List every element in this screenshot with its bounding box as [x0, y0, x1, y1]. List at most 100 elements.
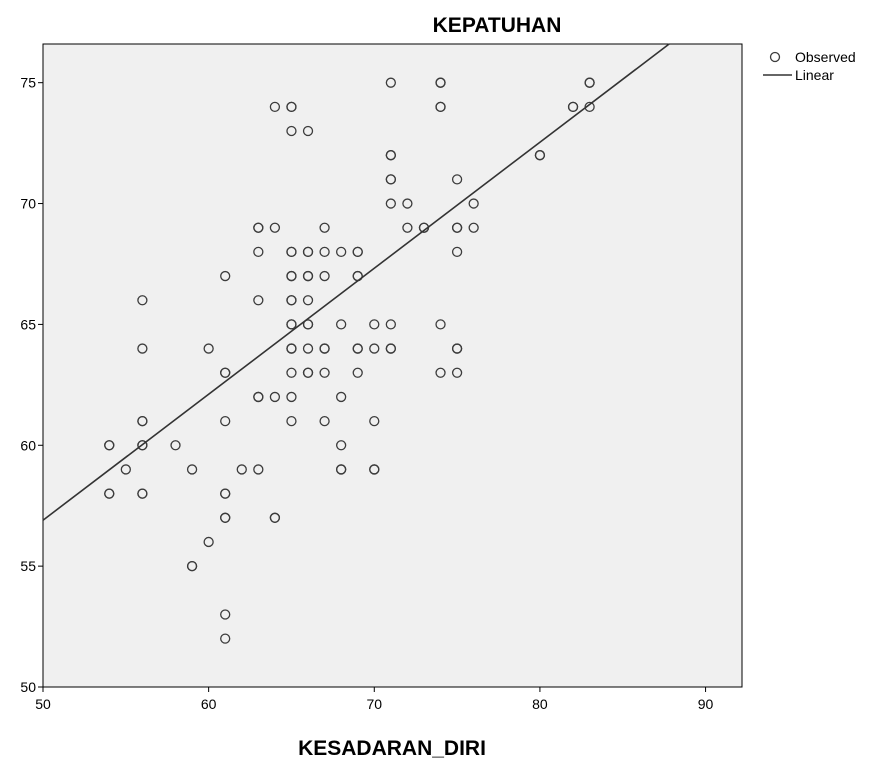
data-point	[435, 101, 446, 112]
plot-area	[42, 43, 743, 688]
data-point	[286, 391, 297, 403]
data-point	[286, 295, 297, 306]
data-point	[253, 222, 264, 233]
data-point	[468, 222, 479, 233]
data-point	[253, 464, 264, 475]
plot-content	[42, 43, 670, 644]
data-point	[402, 198, 413, 209]
data-point	[369, 319, 380, 330]
data-point	[302, 319, 314, 330]
x-tick-label: 60	[201, 696, 217, 712]
linear-fit-line	[42, 43, 670, 521]
data-point	[352, 246, 363, 258]
data-point	[269, 222, 281, 233]
data-point	[385, 198, 396, 209]
data-point	[302, 343, 314, 354]
data-point	[220, 512, 231, 523]
data-point	[451, 343, 463, 354]
data-point	[286, 246, 297, 258]
data-point	[269, 101, 281, 112]
data-point	[385, 319, 396, 330]
y-tick-label: 60	[20, 437, 36, 453]
legend-observed-label: Observed	[795, 49, 856, 65]
data-point	[220, 633, 231, 644]
y-tick-label: 70	[20, 196, 36, 212]
data-point	[567, 101, 579, 112]
y-axis: 50 55 60 65 70 75	[20, 75, 43, 695]
data-point	[336, 319, 347, 330]
data-point	[186, 560, 198, 572]
data-point	[104, 440, 115, 451]
data-point	[269, 512, 281, 523]
data-point	[584, 77, 595, 88]
data-point	[352, 367, 363, 378]
data-point	[220, 609, 231, 620]
data-point	[336, 440, 347, 451]
data-point	[451, 222, 463, 233]
data-point	[302, 125, 314, 137]
legend-linear-label: Linear	[795, 67, 834, 83]
chart-title: KEPATUHAN	[433, 14, 562, 37]
data-point	[468, 198, 479, 209]
data-point	[286, 270, 297, 282]
data-point	[435, 319, 446, 330]
data-point	[319, 415, 330, 427]
data-point	[286, 367, 297, 378]
data-point	[137, 488, 148, 499]
data-point	[584, 101, 595, 112]
data-point	[253, 246, 264, 258]
y-tick-label: 50	[20, 679, 36, 695]
y-tick-label: 65	[20, 316, 36, 332]
data-point	[435, 367, 446, 378]
data-point	[236, 464, 247, 475]
data-point	[120, 464, 131, 475]
data-point	[186, 464, 198, 475]
data-point	[286, 125, 297, 137]
data-point	[286, 343, 297, 354]
data-point	[137, 295, 148, 306]
data-point	[385, 150, 396, 161]
data-point	[286, 415, 297, 427]
data-point	[220, 367, 231, 378]
x-tick-label: 90	[698, 696, 714, 712]
data-point	[352, 343, 363, 354]
data-point	[203, 343, 214, 354]
data-point	[385, 343, 396, 354]
data-point	[385, 174, 396, 185]
data-point	[451, 174, 463, 185]
data-point	[302, 367, 314, 378]
data-point	[402, 222, 413, 233]
data-point	[435, 77, 446, 88]
legend: Observed Linear	[763, 49, 856, 83]
data-point	[302, 246, 314, 258]
data-point	[385, 77, 396, 88]
data-point	[137, 343, 148, 354]
y-tick-label: 75	[20, 75, 36, 91]
data-point	[534, 150, 546, 161]
legend-observed-marker	[769, 51, 781, 63]
data-point	[253, 391, 264, 403]
data-point	[302, 295, 314, 306]
data-point	[170, 440, 181, 451]
data-point	[220, 488, 231, 499]
y-tick-label: 55	[20, 558, 36, 574]
x-tick-label: 80	[532, 696, 548, 712]
data-point	[286, 319, 297, 330]
data-point	[336, 464, 347, 475]
data-point	[137, 415, 148, 427]
data-point	[104, 488, 115, 499]
data-point	[286, 101, 297, 112]
x-tick-label: 50	[35, 696, 51, 712]
x-axis: 50 60 70 80 90	[35, 687, 714, 712]
data-point	[451, 367, 463, 378]
data-point	[319, 222, 330, 233]
x-tick-label: 70	[366, 696, 382, 712]
data-point	[451, 246, 463, 258]
data-point	[369, 415, 380, 427]
data-point	[369, 343, 380, 354]
data-point	[319, 343, 330, 354]
data-point	[253, 295, 264, 306]
data-point	[319, 367, 330, 378]
data-point	[302, 270, 314, 282]
data-point	[336, 391, 347, 403]
